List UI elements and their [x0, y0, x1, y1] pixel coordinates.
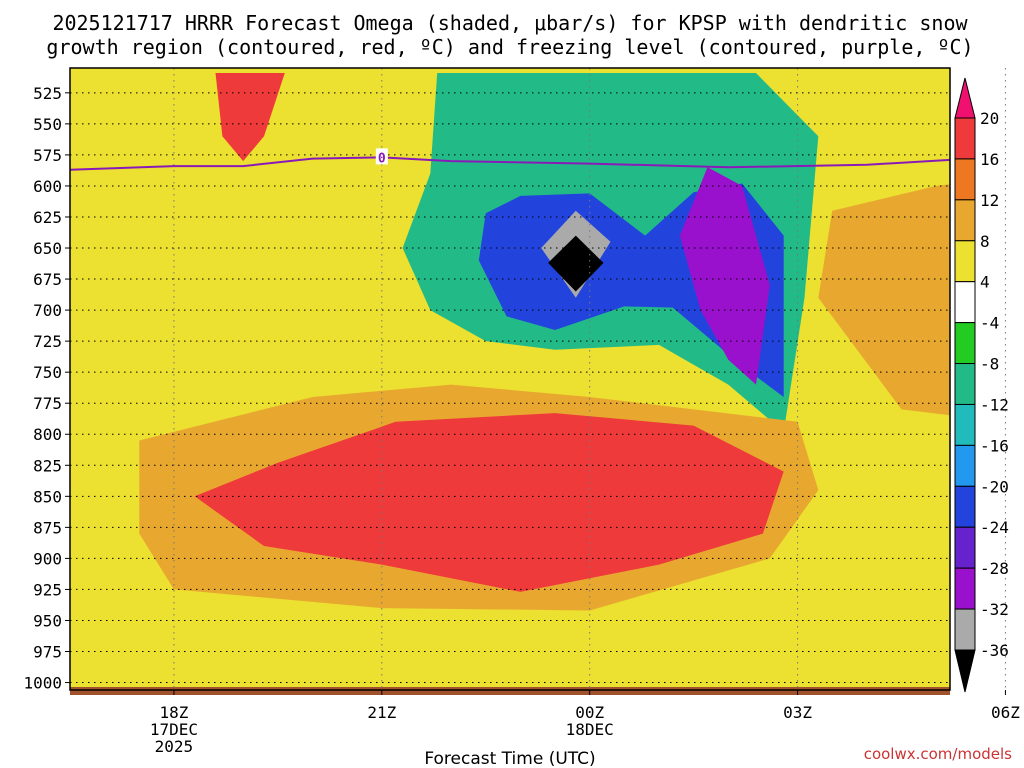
chart-title-line1: 2025121717 HRRR Forecast Omega (shaded, …: [52, 11, 968, 35]
omega-colorbar: 20 16 12 8 4 -4 -8 -12 -16 -20 -24 -28 -32 -36: [954, 77, 1009, 693]
x-tick-label-3-0: 03Z: [783, 703, 812, 722]
y-tick-label-700: 700: [33, 301, 62, 320]
x-tick-label-2-0: 00Z: [575, 703, 604, 722]
colorbar-label-12: -32: [980, 600, 1009, 619]
y-tick-label-900: 900: [33, 549, 62, 568]
colorbar-cell-9: [954, 485, 976, 528]
x-tick-label-2-1: 18DEC: [566, 720, 614, 739]
y-tick-label-925: 925: [33, 580, 62, 599]
x-axis-ticks: 18Z17DEC202521Z00Z18DEC03Z06Z09Z: [150, 690, 1020, 756]
colorbar-label-1: 16: [980, 150, 999, 169]
colorbar-label-7: -12: [980, 395, 1009, 414]
y-tick-label-975: 975: [33, 643, 62, 662]
omega-region-11: [194, 413, 784, 592]
x-tick-label-1-0: 21Z: [367, 703, 396, 722]
y-tick-label-850: 850: [33, 487, 62, 506]
y-axis-ticks: 525 550 575 600 625 650 675 700 725 750 775 800 825 8…: [23, 84, 70, 693]
colorbar-label-11: -28: [980, 559, 1009, 578]
y-tick-label-1000: 1000: [23, 674, 62, 693]
y-tick-label-650: 650: [33, 239, 62, 258]
x-axis-label: Forecast Time (UTC): [424, 749, 595, 768]
y-tick-label-775: 775: [33, 394, 62, 413]
omega-region-1: [215, 73, 285, 162]
y-tick-label-950: 950: [33, 611, 62, 630]
colorbar-cell-0: [954, 117, 976, 160]
x-tick-label-0-0: 18Z: [159, 703, 188, 722]
y-tick-label-875: 875: [33, 518, 62, 537]
colorbar-cell-8: [954, 444, 976, 487]
grid-lines: [70, 68, 1006, 690]
colorbar-cell-5: [954, 322, 976, 365]
colorbar-label-10: -24: [980, 518, 1009, 537]
x-tick-label-0-1: 17DEC: [150, 720, 198, 739]
colorbar-label-8: -16: [980, 436, 1009, 455]
y-tick-label-750: 750: [33, 363, 62, 382]
y-tick-label-675: 675: [33, 270, 62, 289]
chart-title-line2: growth region (contoured, red, ºC) and f…: [46, 35, 973, 59]
colorbar-label-5: -4: [980, 314, 999, 333]
plot-frame: [69, 67, 951, 691]
colorbar-label-6: -8: [980, 355, 999, 374]
omega-region-4: [679, 167, 770, 385]
terrain-ground-strip: [70, 687, 950, 695]
omega-region-0: [139, 73, 334, 248]
y-tick-label-800: 800: [33, 425, 62, 444]
colorbar-bottom-arrow: [954, 649, 976, 693]
y-tick-label-575: 575: [33, 146, 62, 165]
colorbar-top-arrow: [954, 77, 976, 119]
y-tick-label-725: 725: [33, 332, 62, 351]
freezing-level-label-bg: [375, 148, 388, 165]
colorbar-cell-11: [954, 567, 976, 610]
colorbar-label-0: 20: [980, 109, 999, 128]
omega-region-7: [818, 184, 950, 416]
colorbar-cell-6: [954, 363, 976, 405]
colorbar-cell-4: [954, 281, 976, 324]
colorbar-cell-1: [954, 158, 976, 201]
colorbar-label-9: -20: [980, 477, 1009, 496]
x-tick-label-0-2: 2025: [155, 737, 194, 756]
colorbar-label-4: 4: [980, 273, 990, 292]
colorbar-cell-12: [954, 608, 976, 651]
y-tick-label-825: 825: [33, 456, 62, 475]
colorbar-cell-10: [954, 526, 976, 569]
colorbar-cell-7: [954, 403, 976, 446]
y-tick-label-525: 525: [33, 84, 62, 103]
colorbar-cell-3: [954, 240, 976, 283]
colorbar-label-2: 12: [980, 191, 999, 210]
x-tick-label-4-0: 06Z: [991, 703, 1020, 722]
freezing-level-line: [70, 156, 950, 171]
freezing-level-contour: 0: [70, 148, 950, 171]
colorbar-cell-2: [954, 199, 976, 242]
y-tick-label-625: 625: [33, 208, 62, 227]
freezing-level-label: 0: [378, 151, 386, 166]
colorbar-label-13: -36: [980, 641, 1009, 660]
omega-region-8: [1012, 298, 1024, 385]
credit-link[interactable]: coolwx.com/models: [864, 745, 1012, 763]
y-tick-label-600: 600: [33, 177, 62, 196]
colorbar-label-3: 8: [980, 232, 990, 251]
y-tick-label-550: 550: [33, 115, 62, 134]
omega-region-6: [548, 235, 604, 292]
